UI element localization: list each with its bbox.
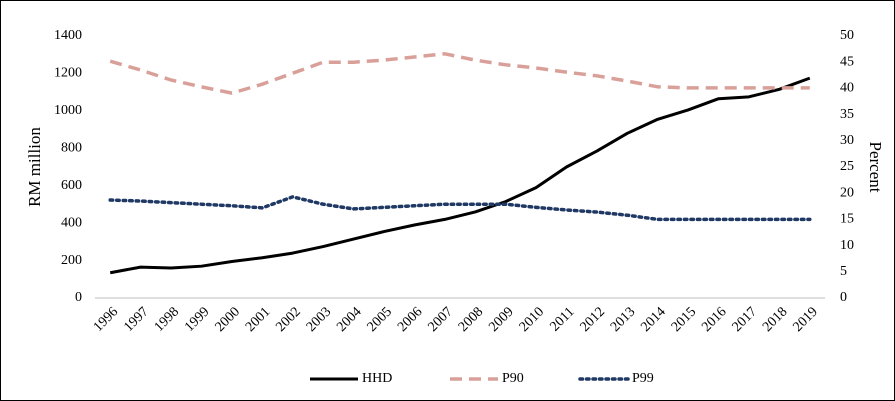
y2-tick-label: 20 (840, 185, 854, 200)
series-line (109, 52, 810, 95)
y2-tick-label: 40 (840, 81, 854, 96)
legend-label: P99 (632, 371, 654, 386)
legend-label: HHD (362, 371, 392, 386)
y2-tick-label: 15 (840, 212, 854, 227)
legend-label: P90 (502, 371, 524, 386)
series-line (109, 76, 811, 275)
y2-tick-label: 0 (840, 290, 847, 305)
y2-tick-label: 10 (840, 238, 854, 253)
y2-tick-label: 5 (840, 264, 847, 279)
y-tick-label: 0 (75, 290, 82, 305)
y-tick-label: 400 (61, 215, 82, 230)
y2-tick-label: 45 (840, 54, 854, 69)
y-tick-label: 1000 (54, 103, 82, 118)
y-axis-title: RM million (25, 127, 44, 207)
y2-tick-label: 50 (840, 28, 854, 43)
y-tick-label: 600 (61, 178, 82, 193)
y2-tick-label: 30 (840, 133, 854, 148)
series-line (108, 195, 812, 222)
y2-tick-label: 25 (840, 159, 854, 174)
y-tick-label: 200 (61, 253, 82, 268)
y-tick-label: 800 (61, 141, 82, 156)
y-tick-label: 1200 (54, 66, 82, 81)
y-tick-label: 1400 (54, 28, 82, 43)
y2-axis-title: Percent (866, 142, 885, 193)
y2-tick-label: 35 (840, 107, 854, 122)
